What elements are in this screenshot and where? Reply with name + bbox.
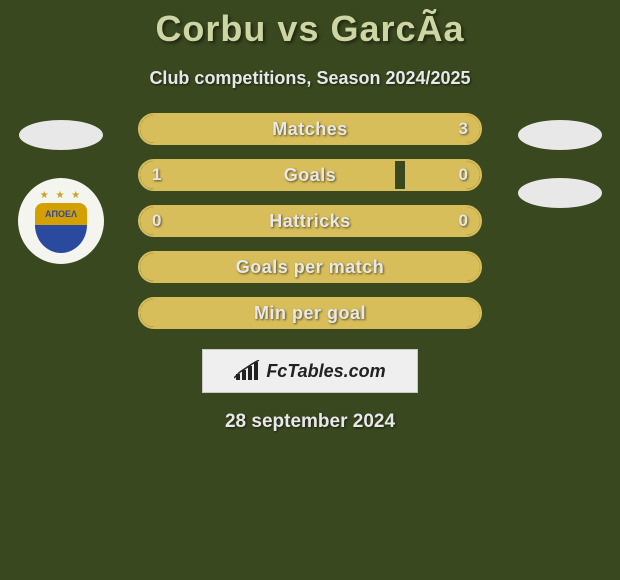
stat-bar-matches: Matches 3 xyxy=(138,113,482,145)
left-badges-column: ★ ★ ★ ΑΠΟΕΛ xyxy=(18,120,104,264)
bar-chart-icon xyxy=(234,360,260,382)
stat-label: Hattricks xyxy=(269,211,351,232)
stat-value-left: 0 xyxy=(152,211,161,231)
stat-label: Matches xyxy=(272,119,348,140)
stat-fill-left xyxy=(140,161,395,189)
stat-label: Goals per match xyxy=(236,257,385,278)
player-ellipse-left xyxy=(19,120,103,150)
left-club-badge: ★ ★ ★ ΑΠΟΕΛ xyxy=(18,178,104,264)
page-title: Corbu vs GarcÃa xyxy=(0,0,620,50)
stat-bar-hattricks: 0 Hattricks 0 xyxy=(138,205,482,237)
stat-label: Min per goal xyxy=(254,303,366,324)
stat-bar-goals: 1 Goals 0 xyxy=(138,159,482,191)
stat-value-right: 0 xyxy=(459,165,468,185)
player-ellipse-right xyxy=(518,120,602,150)
watermark-text: FcTables.com xyxy=(266,361,385,382)
shield-icon: ΑΠΟΕΛ xyxy=(35,203,87,253)
stat-bar-goals-per-match: Goals per match xyxy=(138,251,482,283)
club-shield-top: ΑΠΟΕΛ xyxy=(35,203,87,225)
date-text: 28 september 2024 xyxy=(0,411,620,433)
star-icon: ★ ★ ★ xyxy=(40,190,82,201)
stat-bar-min-per-goal: Min per goal xyxy=(138,297,482,329)
stat-label: Goals xyxy=(284,165,337,186)
stat-value-left: 1 xyxy=(152,165,161,185)
right-badges-column xyxy=(518,120,602,208)
club-shield-bottom xyxy=(35,225,87,253)
stat-value-right: 0 xyxy=(459,211,468,231)
stat-value-right: 3 xyxy=(459,119,468,139)
subtitle: Club competitions, Season 2024/2025 xyxy=(0,68,620,89)
watermark-logo: FcTables.com xyxy=(202,349,418,393)
stats-container: Matches 3 1 Goals 0 0 Hattricks 0 Goals … xyxy=(138,113,482,329)
club-ellipse-right xyxy=(518,178,602,208)
stat-fill-right xyxy=(405,161,480,189)
